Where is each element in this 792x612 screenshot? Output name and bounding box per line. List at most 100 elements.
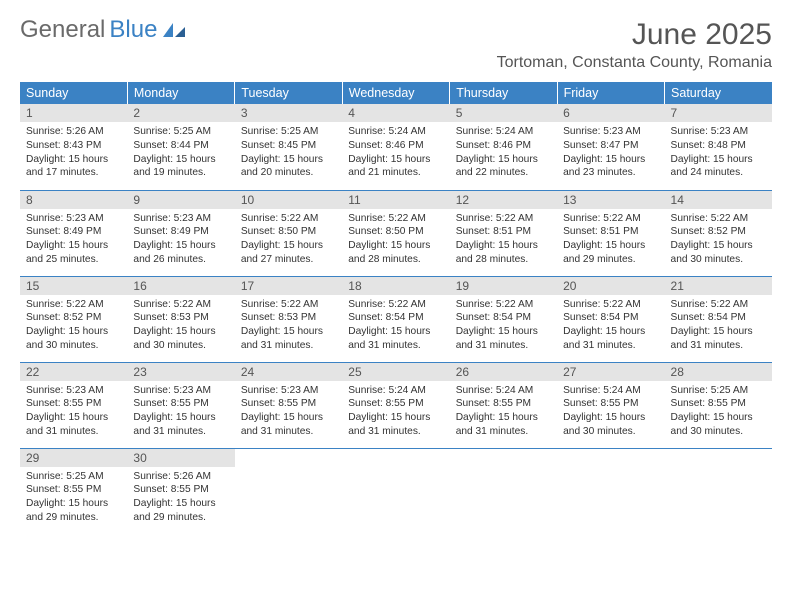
calendar-cell: 29Sunrise: 5:25 AMSunset: 8:55 PMDayligh…: [20, 448, 127, 534]
day-info: Sunrise: 5:25 AMSunset: 8:44 PMDaylight:…: [127, 122, 234, 184]
sunset-line: Sunset: 8:49 PM: [26, 225, 121, 239]
sunrise-line: Sunrise: 5:22 AM: [241, 298, 336, 312]
daylight-line: Daylight: 15 hours and 29 minutes.: [26, 497, 121, 525]
day-number: 23: [127, 363, 234, 381]
sunset-line: Sunset: 8:51 PM: [563, 225, 658, 239]
calendar-cell: 19Sunrise: 5:22 AMSunset: 8:54 PMDayligh…: [450, 276, 557, 362]
sunrise-line: Sunrise: 5:23 AM: [241, 384, 336, 398]
day-info: Sunrise: 5:23 AMSunset: 8:49 PMDaylight:…: [20, 209, 127, 271]
sunrise-line: Sunrise: 5:22 AM: [671, 298, 766, 312]
day-info: Sunrise: 5:22 AMSunset: 8:54 PMDaylight:…: [342, 295, 449, 357]
calendar-cell: 13Sunrise: 5:22 AMSunset: 8:51 PMDayligh…: [557, 190, 664, 276]
calendar-cell: 9Sunrise: 5:23 AMSunset: 8:49 PMDaylight…: [127, 190, 234, 276]
daylight-line: Daylight: 15 hours and 31 minutes.: [241, 411, 336, 439]
daylight-line: Daylight: 15 hours and 30 minutes.: [563, 411, 658, 439]
day-header: Sunday: [20, 82, 127, 104]
daylight-line: Daylight: 15 hours and 25 minutes.: [26, 239, 121, 267]
day-number: 16: [127, 277, 234, 295]
sunrise-line: Sunrise: 5:22 AM: [133, 298, 228, 312]
sunrise-line: Sunrise: 5:24 AM: [563, 384, 658, 398]
calendar-cell: 11Sunrise: 5:22 AMSunset: 8:50 PMDayligh…: [342, 190, 449, 276]
day-info: Sunrise: 5:23 AMSunset: 8:49 PMDaylight:…: [127, 209, 234, 271]
daylight-line: Daylight: 15 hours and 24 minutes.: [671, 153, 766, 181]
day-info: Sunrise: 5:22 AMSunset: 8:52 PMDaylight:…: [665, 209, 772, 271]
calendar-cell: 16Sunrise: 5:22 AMSunset: 8:53 PMDayligh…: [127, 276, 234, 362]
calendar-cell: [235, 448, 342, 534]
daylight-line: Daylight: 15 hours and 31 minutes.: [133, 411, 228, 439]
sunset-line: Sunset: 8:55 PM: [348, 397, 443, 411]
daylight-line: Daylight: 15 hours and 28 minutes.: [456, 239, 551, 267]
sunrise-line: Sunrise: 5:24 AM: [348, 384, 443, 398]
calendar-table: SundayMondayTuesdayWednesdayThursdayFrid…: [20, 82, 772, 534]
daylight-line: Daylight: 15 hours and 29 minutes.: [563, 239, 658, 267]
day-info: Sunrise: 5:25 AMSunset: 8:55 PMDaylight:…: [20, 467, 127, 529]
calendar-cell: 4Sunrise: 5:24 AMSunset: 8:46 PMDaylight…: [342, 104, 449, 190]
calendar-cell: 18Sunrise: 5:22 AMSunset: 8:54 PMDayligh…: [342, 276, 449, 362]
daylight-line: Daylight: 15 hours and 28 minutes.: [348, 239, 443, 267]
sunset-line: Sunset: 8:46 PM: [456, 139, 551, 153]
day-number: 14: [665, 191, 772, 209]
calendar-cell: [557, 448, 664, 534]
day-info: Sunrise: 5:22 AMSunset: 8:50 PMDaylight:…: [235, 209, 342, 271]
calendar-cell: 5Sunrise: 5:24 AMSunset: 8:46 PMDaylight…: [450, 104, 557, 190]
sunrise-line: Sunrise: 5:22 AM: [671, 212, 766, 226]
sunset-line: Sunset: 8:52 PM: [671, 225, 766, 239]
logo-sail-icon: [161, 21, 187, 39]
daylight-line: Daylight: 15 hours and 23 minutes.: [563, 153, 658, 181]
sunrise-line: Sunrise: 5:22 AM: [456, 298, 551, 312]
sunrise-line: Sunrise: 5:24 AM: [456, 384, 551, 398]
daylight-line: Daylight: 15 hours and 30 minutes.: [26, 325, 121, 353]
logo: General Blue: [20, 18, 187, 42]
sunset-line: Sunset: 8:50 PM: [241, 225, 336, 239]
sunrise-line: Sunrise: 5:24 AM: [456, 125, 551, 139]
sunset-line: Sunset: 8:45 PM: [241, 139, 336, 153]
daylight-line: Daylight: 15 hours and 30 minutes.: [133, 325, 228, 353]
sunrise-line: Sunrise: 5:22 AM: [563, 298, 658, 312]
day-number: 15: [20, 277, 127, 295]
day-number: 30: [127, 449, 234, 467]
day-info: Sunrise: 5:24 AMSunset: 8:55 PMDaylight:…: [342, 381, 449, 443]
day-number: 5: [450, 104, 557, 122]
day-info: Sunrise: 5:22 AMSunset: 8:50 PMDaylight:…: [342, 209, 449, 271]
calendar-cell: 20Sunrise: 5:22 AMSunset: 8:54 PMDayligh…: [557, 276, 664, 362]
calendar-cell: 6Sunrise: 5:23 AMSunset: 8:47 PMDaylight…: [557, 104, 664, 190]
sunset-line: Sunset: 8:44 PM: [133, 139, 228, 153]
day-info: Sunrise: 5:22 AMSunset: 8:53 PMDaylight:…: [127, 295, 234, 357]
daylight-line: Daylight: 15 hours and 31 minutes.: [348, 325, 443, 353]
sunset-line: Sunset: 8:55 PM: [671, 397, 766, 411]
calendar-cell: 3Sunrise: 5:25 AMSunset: 8:45 PMDaylight…: [235, 104, 342, 190]
daylight-line: Daylight: 15 hours and 31 minutes.: [348, 411, 443, 439]
daylight-line: Daylight: 15 hours and 31 minutes.: [671, 325, 766, 353]
sunset-line: Sunset: 8:48 PM: [671, 139, 766, 153]
day-number: 7: [665, 104, 772, 122]
sunrise-line: Sunrise: 5:23 AM: [133, 384, 228, 398]
day-number: 25: [342, 363, 449, 381]
sunset-line: Sunset: 8:47 PM: [563, 139, 658, 153]
day-number: 11: [342, 191, 449, 209]
day-number: 26: [450, 363, 557, 381]
day-header: Thursday: [450, 82, 557, 104]
sunset-line: Sunset: 8:54 PM: [348, 311, 443, 325]
day-number: 12: [450, 191, 557, 209]
sunset-line: Sunset: 8:54 PM: [671, 311, 766, 325]
calendar-cell: 7Sunrise: 5:23 AMSunset: 8:48 PMDaylight…: [665, 104, 772, 190]
day-number: 2: [127, 104, 234, 122]
day-info: Sunrise: 5:25 AMSunset: 8:55 PMDaylight:…: [665, 381, 772, 443]
sunset-line: Sunset: 8:49 PM: [133, 225, 228, 239]
calendar-cell: [665, 448, 772, 534]
day-header: Tuesday: [235, 82, 342, 104]
day-number: 17: [235, 277, 342, 295]
sunset-line: Sunset: 8:55 PM: [26, 397, 121, 411]
sunset-line: Sunset: 8:54 PM: [563, 311, 658, 325]
sunrise-line: Sunrise: 5:23 AM: [26, 384, 121, 398]
day-info: Sunrise: 5:24 AMSunset: 8:55 PMDaylight:…: [557, 381, 664, 443]
day-number: 10: [235, 191, 342, 209]
calendar-cell: 22Sunrise: 5:23 AMSunset: 8:55 PMDayligh…: [20, 362, 127, 448]
sunset-line: Sunset: 8:55 PM: [241, 397, 336, 411]
day-number: 24: [235, 363, 342, 381]
sunset-line: Sunset: 8:54 PM: [456, 311, 551, 325]
sunrise-line: Sunrise: 5:22 AM: [348, 298, 443, 312]
day-info: Sunrise: 5:24 AMSunset: 8:46 PMDaylight:…: [342, 122, 449, 184]
day-info: Sunrise: 5:23 AMSunset: 8:55 PMDaylight:…: [235, 381, 342, 443]
calendar-cell: 14Sunrise: 5:22 AMSunset: 8:52 PMDayligh…: [665, 190, 772, 276]
